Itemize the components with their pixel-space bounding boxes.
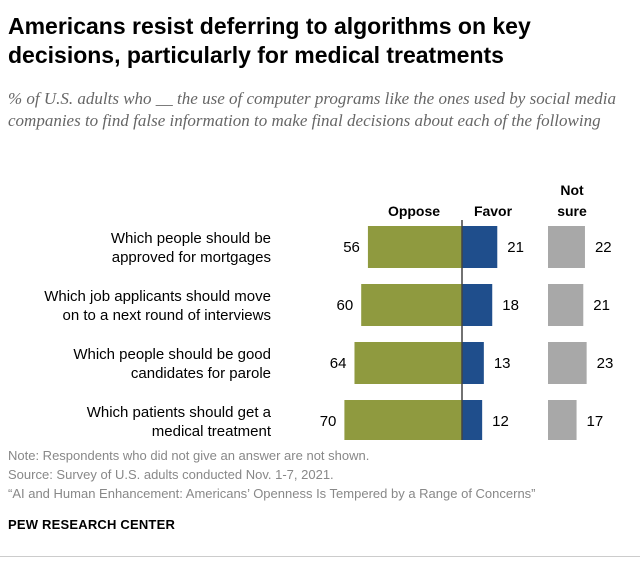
value-label-not-sure: 21 bbox=[593, 297, 610, 314]
value-label-favor: 21 bbox=[507, 239, 524, 256]
value-label-favor: 18 bbox=[502, 297, 519, 314]
bottom-rule bbox=[0, 556, 640, 557]
bar-oppose bbox=[361, 284, 462, 326]
value-label-not-sure: 22 bbox=[595, 239, 612, 256]
value-label-not-sure: 17 bbox=[587, 413, 604, 430]
brand-label: PEW RESEARCH CENTER bbox=[8, 517, 176, 532]
header-not-sure-line1: Not bbox=[560, 182, 584, 198]
bar-oppose bbox=[354, 342, 462, 384]
value-label-not-sure: 23 bbox=[597, 355, 614, 372]
header-favor: Favor bbox=[474, 203, 513, 219]
chart-subtitle: % of U.S. adults who __ the use of compu… bbox=[8, 89, 616, 130]
category-label-line2: approved for mortgages bbox=[112, 249, 271, 266]
value-label-oppose: 70 bbox=[320, 413, 337, 430]
bar-favor bbox=[462, 284, 493, 326]
bar-oppose bbox=[344, 400, 462, 440]
category-label-line1: Which patients should get a bbox=[87, 404, 272, 421]
chart-title: Americans resist deferring to algorithms… bbox=[8, 13, 531, 68]
bar-not-sure bbox=[548, 400, 577, 440]
category-label-line1: Which job applicants should move bbox=[44, 288, 271, 305]
report-text: “AI and Human Enhancement: Americans’ Op… bbox=[8, 486, 536, 501]
value-label-oppose: 64 bbox=[330, 355, 347, 372]
value-label-favor: 13 bbox=[494, 355, 511, 372]
diverging-bar-chart: Oppose Favor Not sure Which people should be… bbox=[44, 182, 614, 440]
value-label-favor: 12 bbox=[492, 413, 509, 430]
bar-favor bbox=[462, 400, 483, 440]
category-label-line2: candidates for parole bbox=[131, 365, 271, 382]
value-label-oppose: 60 bbox=[337, 297, 354, 314]
category-label-line2: on to a next round of interviews bbox=[63, 307, 271, 324]
bar-not-sure bbox=[548, 342, 587, 384]
bar-favor bbox=[462, 226, 498, 268]
header-not-sure-line2: sure bbox=[557, 203, 587, 219]
source-text: Source: Survey of U.S. adults conducted … bbox=[8, 467, 334, 482]
bar-favor bbox=[462, 342, 484, 384]
note-text: Note: Respondents who did not give an an… bbox=[8, 448, 370, 463]
category-label-line1: Which people should be good bbox=[73, 346, 271, 363]
bar-not-sure bbox=[548, 284, 584, 326]
bar-not-sure bbox=[548, 226, 585, 268]
category-label-line2: medical treatment bbox=[152, 423, 272, 440]
header-oppose: Oppose bbox=[388, 203, 440, 219]
value-label-oppose: 56 bbox=[343, 239, 360, 256]
bar-oppose bbox=[367, 226, 462, 268]
category-label-line1: Which people should be bbox=[111, 230, 271, 247]
